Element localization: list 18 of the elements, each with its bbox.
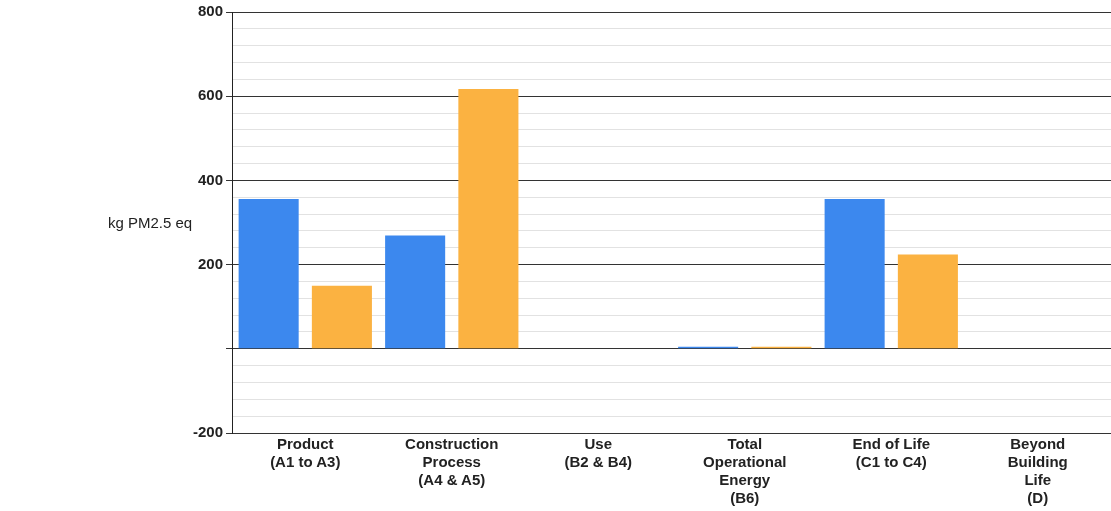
bar bbox=[458, 89, 519, 349]
bar bbox=[897, 254, 958, 349]
y-tick-label: 800 bbox=[197, 2, 224, 20]
x-tick-label: Construction Process (A4 & A5) bbox=[405, 435, 499, 489]
y-tick-label: 200 bbox=[197, 254, 224, 272]
x-tick-label: Beyond Building Life (D) bbox=[1007, 435, 1068, 507]
bar bbox=[238, 198, 299, 349]
x-tick-label: End of Life (C1 to C4) bbox=[852, 435, 931, 471]
y-tick-label: 400 bbox=[197, 170, 224, 188]
x-tick-label: Product (A1 to A3) bbox=[270, 435, 341, 471]
y-tick-label: 600 bbox=[197, 86, 224, 104]
x-tick-label: Use (B2 & B4) bbox=[564, 435, 633, 471]
x-tick-label: Total Operational Energy (B6) bbox=[703, 435, 787, 507]
bar bbox=[385, 235, 446, 349]
y-axis-title: kg PM2.5 eq bbox=[108, 214, 193, 231]
bar bbox=[311, 285, 372, 349]
y-tick-label: -200 bbox=[192, 423, 224, 441]
bar bbox=[824, 198, 885, 349]
